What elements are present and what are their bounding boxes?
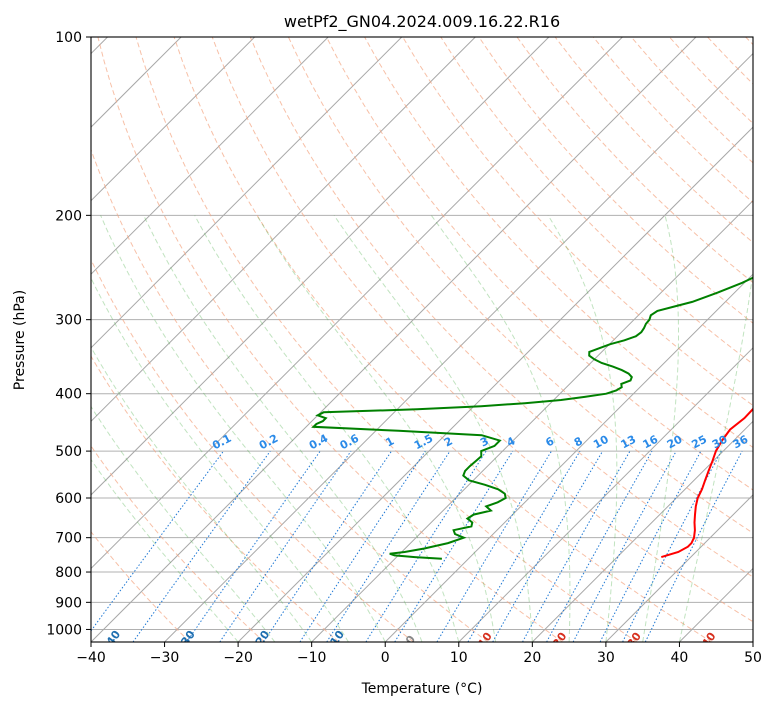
moist-adiabat: [678, 268, 753, 642]
isotherm: [91, 37, 329, 275]
isotherm: [91, 37, 623, 570]
mixing-ratio-label: 16: [641, 433, 661, 452]
y-tick-label: 300: [55, 313, 82, 329]
mixing-ratio-line: [572, 450, 677, 642]
chart-title: wetPf2_GN04.2024.009.16.22.R16: [284, 12, 560, 32]
plot-frame: [90, 36, 754, 643]
mixing-ratio-line: [186, 450, 321, 642]
moist-adiabat: [194, 215, 460, 642]
mixing-ratio-line: [522, 450, 631, 642]
mixing-ratio-label: 30: [710, 433, 730, 452]
skewt-background-lines: [91, 37, 753, 642]
mixing-ratio-line: [365, 450, 487, 642]
mixing-ratio-line: [263, 450, 392, 642]
y-tick-label: 700: [55, 531, 82, 547]
mixing-ratio-label: 25: [689, 433, 709, 452]
mixing-ratio-line: [599, 450, 702, 642]
y-axis-title: Pressure (hPa): [12, 290, 28, 390]
mixing-ratio-line: [546, 450, 653, 642]
isotherm: [458, 347, 753, 642]
dry-adiabat: [91, 445, 265, 642]
mixing-ratio-label: 10: [591, 433, 611, 452]
x-tick-label: −30: [150, 650, 180, 666]
moist-adiabat: [91, 346, 313, 642]
y-tick-label: 800: [55, 565, 82, 581]
moist-adiabat: [642, 215, 679, 642]
mixing-ratio-label: 13: [619, 433, 639, 452]
mixing-ratio-line: [132, 450, 271, 642]
dry-adiabat: [135, 37, 638, 642]
moist-adiabat: [256, 215, 497, 642]
isotherm: [91, 37, 403, 349]
isotherm: [91, 37, 476, 423]
mixing-ratio-label: 20: [665, 433, 685, 452]
temperature-line: [661, 407, 753, 559]
y-tick-label: 500: [55, 444, 82, 460]
isotherm: [605, 494, 753, 642]
x-tick-label: −10: [297, 650, 327, 666]
dry-adiabat: [91, 148, 489, 642]
dry-adiabat: [173, 37, 713, 642]
dry-adiabat: [249, 37, 753, 578]
moist-adiabat: [100, 215, 386, 642]
moist-adiabat: [91, 458, 239, 642]
moist-adiabat: [91, 276, 349, 642]
moist-adiabat: [143, 215, 423, 642]
dry-adiabat: [91, 258, 414, 642]
moist-adiabat: [430, 215, 571, 642]
mixing-ratio-line: [644, 450, 743, 642]
isotherm: [91, 37, 550, 496]
mixing-ratio-line: [326, 450, 451, 642]
y-tick-label: 400: [55, 387, 82, 403]
isotherm: [384, 273, 753, 642]
isotherm: [91, 37, 697, 642]
mixing-ratio-line: [394, 450, 514, 642]
mixing-ratio-line: [299, 450, 426, 642]
dry-adiabat: [97, 37, 563, 642]
x-tick-label: 30: [597, 650, 615, 666]
y-tick-label: 900: [55, 595, 82, 611]
dry-adiabat: [402, 37, 753, 407]
x-tick-label: −40: [76, 650, 106, 666]
mixing-ratio-line: [219, 450, 352, 642]
y-tick-label: 100: [55, 30, 82, 46]
y-tick-label: 200: [55, 208, 82, 224]
y-tick-label: 600: [55, 491, 82, 507]
dry-adiabat: [326, 37, 753, 491]
isotherm: [164, 52, 753, 642]
dry-adiabat: [91, 531, 191, 642]
y-tick-label: 1000: [46, 622, 82, 638]
mixing-ratio-line: [436, 450, 552, 642]
x-tick-label: −20: [223, 650, 253, 666]
x-tick-label: 40: [671, 650, 689, 666]
x-axis-title: Temperature (°C): [361, 681, 483, 697]
mixing-ratio-line: [622, 450, 722, 642]
x-tick-label: 0: [381, 650, 390, 666]
dry-adiabat: [516, 37, 753, 284]
x-tick-label: 10: [450, 650, 468, 666]
mixing-ratio-line: [91, 450, 224, 632]
axis-ticks: −40 −30 −20 −10 0 10 20 30 40 5010020030040050060…: [46, 30, 762, 666]
sounding-profiles: [311, 276, 753, 560]
pressure-gridlines: [91, 36, 753, 630]
moist-adiabat: [547, 215, 618, 642]
dry-adiabat: [478, 37, 753, 324]
dry-adiabat: [91, 355, 340, 642]
x-tick-label: 20: [523, 650, 541, 666]
mixing-ratio-label: 36: [731, 433, 751, 452]
dewpoint-line: [311, 276, 753, 560]
isotherm: [91, 37, 256, 202]
dry-adiabat-label: 0: [403, 633, 418, 647]
x-tick-label: 50: [744, 650, 762, 666]
dry-adiabat: [211, 37, 753, 623]
isotherm: [531, 420, 753, 642]
isotherm: [237, 126, 753, 642]
